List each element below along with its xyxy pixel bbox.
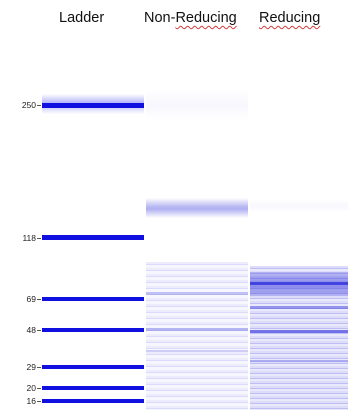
mw-label-118: 118 <box>22 233 36 243</box>
mw-tick-250 <box>37 105 41 106</box>
mw-label-250: 250 <box>21 100 36 110</box>
reducing-band-a <box>250 282 348 285</box>
mw-label-48: 48 <box>26 325 36 335</box>
non-reducing-faint-top <box>146 90 248 120</box>
reducing-band-c <box>250 330 348 333</box>
reducing-faint-top <box>250 200 348 212</box>
mw-tick-16 <box>37 401 41 402</box>
mw-label-16: 16 <box>26 396 36 406</box>
lane-title-ladder: Ladder <box>59 10 105 26</box>
mw-label-20: 20 <box>26 383 36 393</box>
mw-tick-29 <box>37 367 41 368</box>
ladder-band-16 <box>42 399 144 403</box>
ladder-band-118 <box>42 235 144 240</box>
reducing-lane <box>250 60 348 410</box>
non-reducing-smear <box>146 262 248 410</box>
ladder-band-48 <box>42 328 144 332</box>
ladder-lane <box>42 60 144 410</box>
non-reducing-band-c <box>146 350 248 352</box>
ladder-band-250 <box>42 103 144 108</box>
reducing-band-d <box>250 360 348 362</box>
ladder-band-69 <box>42 297 144 301</box>
misspelling-underline: Reducing <box>175 10 237 26</box>
non-reducing-band-b <box>146 328 248 331</box>
ladder-band-20 <box>42 386 144 390</box>
non-reducing-band-a <box>146 292 248 295</box>
mw-tick-69 <box>37 299 41 300</box>
reducing-band-b <box>250 306 348 309</box>
lane-title-non-reducing-text: Non-Reducing <box>144 10 237 26</box>
non-reducing-lane <box>146 60 248 410</box>
mw-label-69: 69 <box>26 294 36 304</box>
mw-tick-118 <box>37 238 41 239</box>
lane-title-reducing: Reducing <box>259 10 321 26</box>
ladder-band-29 <box>42 365 144 369</box>
mw-tick-48 <box>37 330 41 331</box>
mw-tick-20 <box>37 388 41 389</box>
lane-title-non-reducing: Non-Reducing <box>144 10 237 26</box>
mw-label-29: 29 <box>26 362 36 372</box>
non-reducing-main-band <box>146 198 248 218</box>
